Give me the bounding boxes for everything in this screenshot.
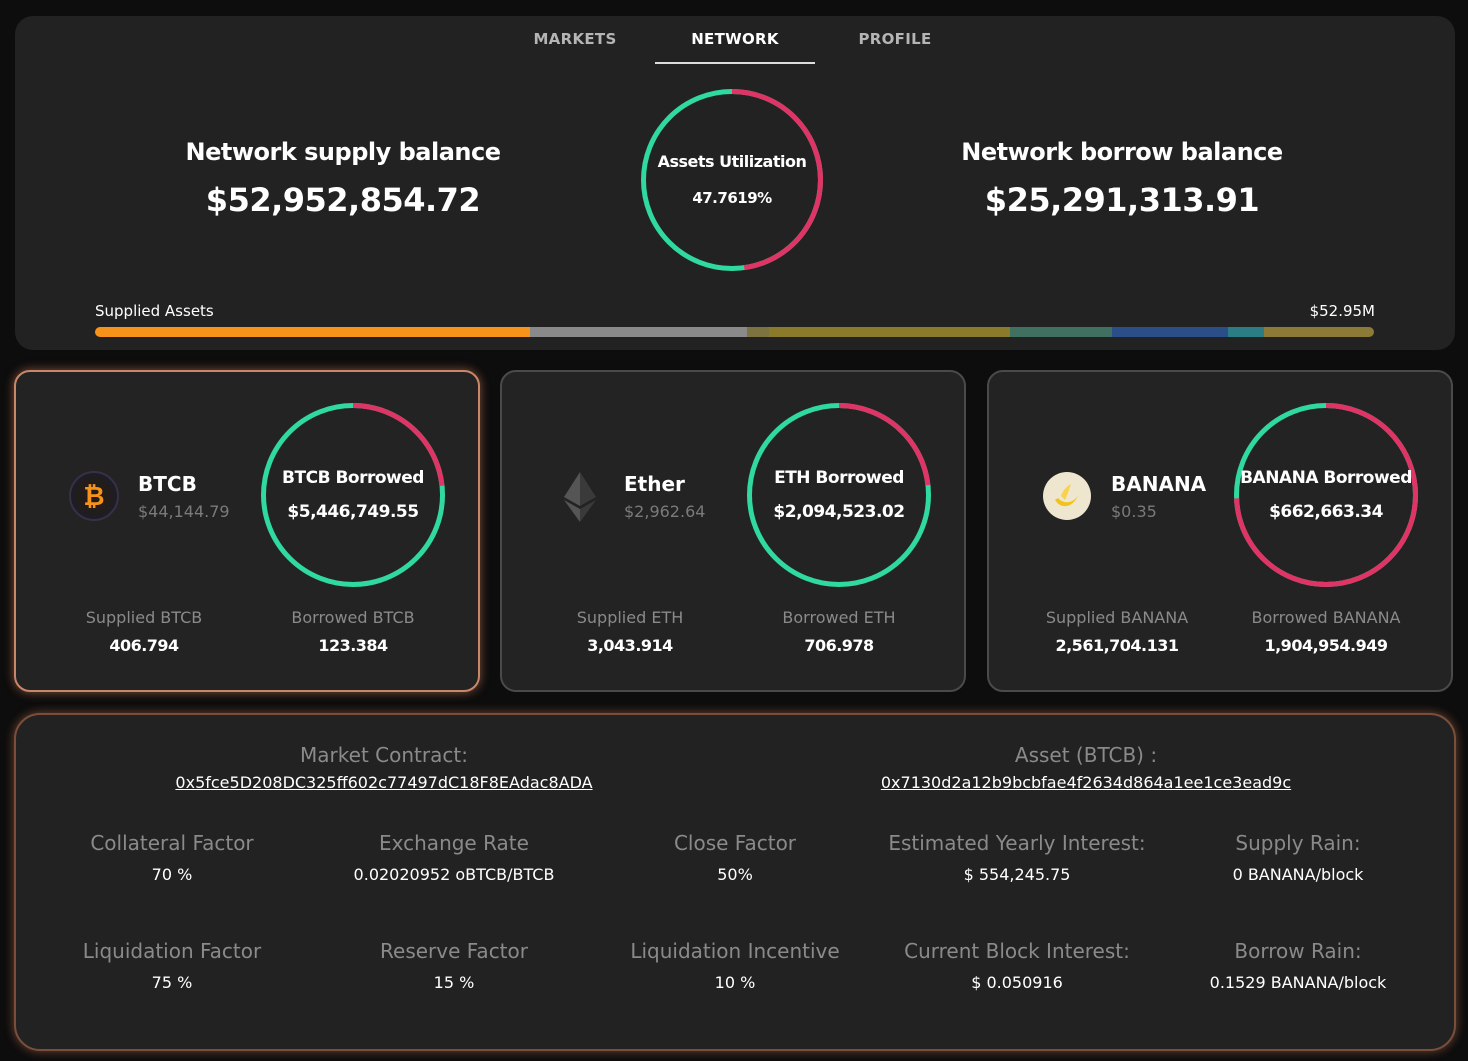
block-interest-value: $ 0.050916 — [971, 973, 1063, 992]
utilization-ring — [641, 89, 823, 271]
supplied-label: Supplied BTCB — [85, 608, 203, 627]
ring-value: $2,094,523.02 — [773, 502, 905, 522]
coin-name: Ether — [624, 472, 685, 496]
supplied-assets-total: $52.95M — [1309, 302, 1375, 320]
coin-price: $2,962.64 — [624, 502, 706, 521]
exchange-rate-value: 0.02020952 oBTCB/BTCB — [353, 865, 555, 884]
collateral-factor-value: 70 % — [151, 865, 193, 884]
supply-rain-label: Supply Rain: — [1235, 831, 1361, 855]
block-interest-label: Current Block Interest: — [904, 939, 1130, 963]
market-detail-panel: Market Contract: 0x5fce5D208DC325ff602c7… — [14, 713, 1456, 1051]
ring-value: $5,446,749.55 — [287, 502, 419, 522]
borrow-balance-value: $25,291,313.91 — [984, 181, 1260, 219]
borrowed-label: Borrowed ETH — [782, 608, 896, 627]
market-contract-link[interactable]: 0x5fce5D208DC325ff602c77497dC18F8EAdac8A… — [175, 773, 593, 792]
market-contract-label: Market Contract: — [300, 743, 468, 767]
borrow-rain-value: 0.1529 BANANA/block — [1209, 973, 1387, 992]
svg-text:₿: ₿ — [83, 482, 104, 512]
assets-bar-segment — [747, 327, 770, 337]
exchange-rate-label: Exchange Rate — [379, 831, 529, 855]
assets-bar-segment — [1264, 327, 1374, 337]
ring-fraction-arc — [641, 89, 823, 271]
supply-balance-value: $52,952,854.72 — [205, 181, 481, 219]
network-overview-panel: MARKETS NETWORK PROFILE Network supply b… — [15, 16, 1455, 350]
ring-fraction-arc — [747, 403, 931, 587]
borrow-balance-title: Network borrow balance — [961, 138, 1283, 166]
coin-name: BTCB — [138, 472, 197, 496]
supplied-value: 2,561,704.131 — [1055, 636, 1179, 655]
borrowed-ring-graphic — [1234, 403, 1418, 587]
ring-label: BTCB Borrowed — [282, 468, 424, 488]
coin-price: $44,144.79 — [138, 502, 230, 521]
supplied-assets-bar — [95, 327, 1374, 337]
reserve-factor-label: Reserve Factor — [380, 939, 528, 963]
borrowed-ring: BANANA Borrowed $662,663.34 — [1233, 402, 1419, 588]
supplied-assets-label: Supplied Assets — [95, 302, 214, 320]
borrowed-value: 706.978 — [804, 636, 874, 655]
market-card-btcb[interactable]: ₿ BTCB $44,144.79 BTCB Borrowed $5,446,7… — [14, 370, 480, 692]
borrowed-ring-graphic — [261, 403, 445, 587]
active-tab-indicator — [655, 62, 815, 64]
ethereum-icon — [564, 472, 596, 522]
ring-fraction-arc — [261, 403, 445, 587]
assets-bar-segment — [769, 327, 1010, 337]
assets-bar-segment — [95, 327, 530, 337]
borrowed-ring: ETH Borrowed $2,094,523.02 — [746, 402, 932, 588]
assets-bar-segment — [1009, 327, 1112, 337]
utilization-label: Assets Utilization — [657, 152, 807, 171]
market-card-banana[interactable]: BANANA $0.35 BANANA Borrowed $662,663.34… — [987, 370, 1453, 692]
reserve-factor-value: 15 % — [433, 973, 475, 992]
liquidation-factor-label: Liquidation Factor — [82, 939, 262, 963]
coin-price: $0.35 — [1111, 502, 1157, 521]
coin-name: BANANA — [1111, 472, 1207, 496]
supplied-value: 3,043.914 — [587, 636, 673, 655]
borrowed-ring: BTCB Borrowed $5,446,749.55 — [260, 402, 446, 588]
borrowed-value: 123.384 — [318, 636, 388, 655]
banana-icon — [1043, 472, 1091, 520]
close-factor-label: Close Factor — [673, 831, 797, 855]
tab-network[interactable]: NETWORK — [691, 30, 779, 48]
borrowed-value: 1,904,954.949 — [1264, 636, 1388, 655]
supplied-value: 406.794 — [109, 636, 179, 655]
liquidation-incentive-label: Liquidation Incentive — [630, 939, 840, 963]
assets-bar-segment — [1228, 327, 1265, 337]
supply-balance-title: Network supply balance — [185, 138, 502, 166]
collateral-factor-label: Collateral Factor — [90, 831, 254, 855]
ring-label: ETH Borrowed — [774, 468, 904, 488]
supply-rain-value: 0 BANANA/block — [1232, 865, 1364, 884]
asset-contract-link[interactable]: 0x7130d2a12b9bcbfae4f2634d864a1ee1ce3ead… — [880, 773, 1292, 792]
borrow-rain-label: Borrow Rain: — [1234, 939, 1362, 963]
tab-profile[interactable]: PROFILE — [858, 30, 932, 48]
market-card-ether[interactable]: Ether $2,962.64 ETH Borrowed $2,094,523.… — [500, 370, 966, 692]
yearly-interest-value: $ 554,245.75 — [963, 865, 1071, 884]
borrowed-label: Borrowed BANANA — [1251, 608, 1401, 627]
ring-label: BANANA Borrowed — [1240, 468, 1412, 488]
bitcoin-icon: ₿ — [69, 471, 119, 521]
tab-markets[interactable]: MARKETS — [533, 30, 617, 48]
supplied-label: Supplied BANANA — [1045, 608, 1189, 627]
yearly-interest-label: Estimated Yearly Interest: — [888, 831, 1146, 855]
close-factor-value: 50% — [717, 865, 753, 884]
borrowed-ring-graphic — [747, 403, 931, 587]
liquidation-factor-value: 75 % — [151, 973, 193, 992]
asset-label: Asset (BTCB) : — [1014, 743, 1158, 767]
tab-bar: MARKETS NETWORK PROFILE — [15, 16, 1455, 80]
supplied-label: Supplied ETH — [576, 608, 684, 627]
utilization-value: 47.7619% — [692, 189, 772, 207]
assets-bar-segment — [529, 327, 748, 337]
borrowed-label: Borrowed BTCB — [291, 608, 415, 627]
liquidation-incentive-value: 10 % — [714, 973, 756, 992]
ring-fraction-arc — [1234, 403, 1418, 587]
ring-value: $662,663.34 — [1269, 502, 1383, 522]
assets-bar-segment — [1111, 327, 1229, 337]
